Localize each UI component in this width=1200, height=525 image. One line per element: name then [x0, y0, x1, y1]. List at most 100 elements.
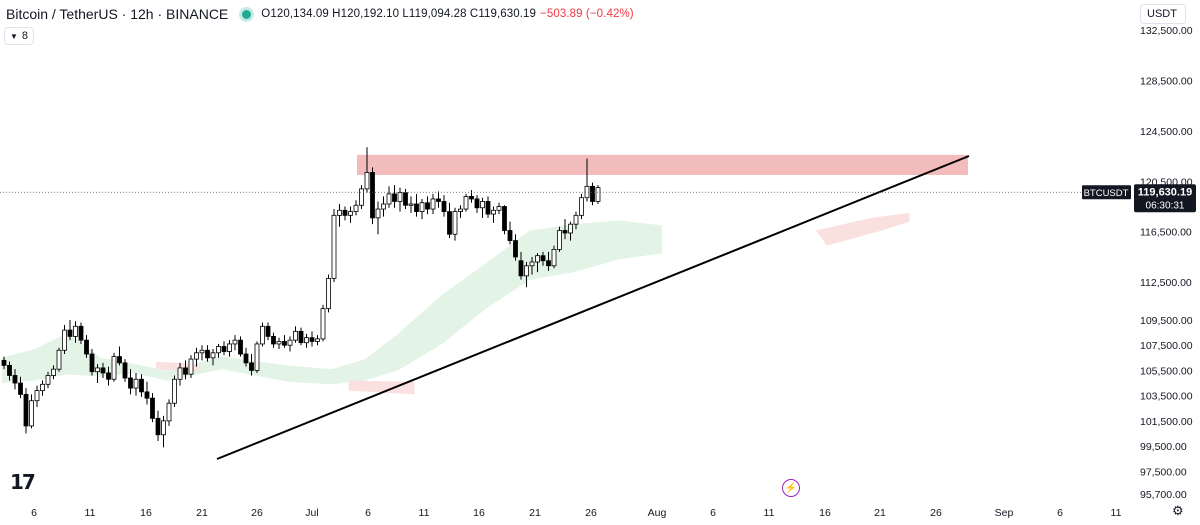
candle-body — [100, 367, 106, 374]
candle-body — [95, 367, 100, 373]
y-tick-label: 116,500.00 — [1140, 227, 1192, 239]
candle-body — [199, 349, 205, 354]
x-tick-label: 11 — [1111, 507, 1122, 519]
candle-body — [12, 375, 18, 384]
candle — [463, 193, 469, 212]
candle — [397, 187, 403, 212]
y-tick-label: 109,500.00 — [1140, 315, 1193, 327]
candle-body — [590, 185, 595, 202]
ticker-tag-bg — [1082, 185, 1131, 200]
price-axis: 132,500.00128,500.00124,500.00120,500.00… — [1140, 25, 1193, 501]
candle — [243, 347, 249, 367]
candle-body — [51, 368, 56, 376]
x-tick-label: 26 — [251, 507, 263, 519]
lightning-icon[interactable]: ⚡ — [782, 479, 800, 497]
candle-body — [40, 383, 45, 392]
candle — [359, 185, 364, 210]
x-tick-label: Aug — [648, 507, 667, 519]
candle-body — [216, 346, 221, 354]
candle-body — [436, 198, 441, 202]
indicator-toggle[interactable]: ▼ 8 — [4, 27, 35, 45]
price-tag-value: 119,630.19 — [1138, 186, 1192, 198]
candle — [188, 355, 194, 378]
candle-body — [375, 208, 381, 219]
candle-body — [117, 356, 122, 364]
candle-body — [524, 265, 529, 277]
candle — [304, 333, 309, 348]
candle — [419, 198, 425, 220]
candle — [375, 201, 381, 235]
x-tick-label: 16 — [140, 507, 152, 519]
candle-body — [320, 308, 326, 340]
candle-body — [133, 378, 139, 389]
candle — [447, 202, 452, 239]
ohlc-legend: Bitcoin / TetherUS · 12h · BINANCE O120,… — [6, 4, 634, 24]
x-tick-label: Jul — [305, 507, 318, 519]
candle — [557, 226, 562, 252]
candle-body — [298, 330, 304, 344]
candle-body — [254, 343, 260, 371]
ohlc-values: O120,134.09 H120,192.10 L119,094.28 C119… — [261, 8, 537, 20]
candle — [34, 385, 40, 407]
x-tick-label: 6 — [365, 507, 371, 519]
y-tick-label: 112,500.00 — [1140, 277, 1192, 289]
candle-body — [1, 359, 7, 366]
candle-body — [480, 201, 485, 209]
candle — [271, 332, 276, 348]
x-tick-label: 11 — [85, 507, 96, 519]
y-tick-label: 107,500.00 — [1140, 340, 1193, 352]
price-tag: BTCUSDT 119,630.19 06:30:31 — [1082, 184, 1196, 213]
candle — [353, 200, 359, 216]
candle — [337, 204, 342, 227]
x-tick-label: 21 — [874, 507, 886, 519]
candle — [513, 234, 518, 261]
candle — [309, 331, 315, 347]
candle-body — [183, 367, 188, 375]
candle-body — [293, 330, 298, 341]
candle — [73, 321, 78, 343]
candle-body — [381, 203, 386, 210]
candle — [414, 193, 419, 217]
candle-body — [353, 204, 359, 212]
candle — [381, 196, 386, 217]
candle-body — [309, 337, 315, 342]
candle-body — [155, 417, 161, 436]
candle-body — [194, 352, 199, 360]
candle-body — [56, 349, 62, 370]
gear-icon[interactable]: ⚙ — [1172, 503, 1184, 518]
tradingview-logo[interactable]: 17 — [10, 470, 36, 494]
candle — [480, 197, 485, 218]
candle — [265, 322, 271, 341]
candle — [254, 341, 260, 373]
candle-body — [276, 341, 282, 345]
candle-body — [249, 362, 254, 371]
candle-body — [518, 260, 524, 277]
candle-body — [139, 378, 144, 393]
currency-button[interactable]: USDT — [1140, 4, 1186, 24]
symbol-title[interactable]: Bitcoin / TetherUS · 12h · BINANCE — [6, 6, 229, 22]
candle — [177, 362, 183, 386]
candle — [546, 251, 551, 271]
candle-body — [452, 211, 458, 235]
candle-body — [166, 402, 172, 422]
candle-body — [34, 390, 40, 402]
candle-body — [408, 203, 414, 206]
x-tick-label: 26 — [930, 507, 942, 519]
candle-body — [238, 339, 243, 355]
candle — [166, 399, 172, 426]
candle — [590, 182, 595, 206]
price-change: −503.89 (−0.42%) — [540, 8, 634, 20]
candles — [1, 147, 601, 448]
candle — [518, 251, 524, 280]
candle — [100, 362, 106, 378]
candle — [18, 376, 23, 399]
candle-body — [84, 339, 89, 355]
candle — [106, 366, 111, 386]
candle — [161, 415, 166, 448]
candle — [386, 186, 392, 208]
live-status-dot — [242, 9, 252, 19]
candle-body — [529, 261, 535, 267]
candle-body — [304, 337, 309, 344]
candle-body — [392, 193, 397, 202]
